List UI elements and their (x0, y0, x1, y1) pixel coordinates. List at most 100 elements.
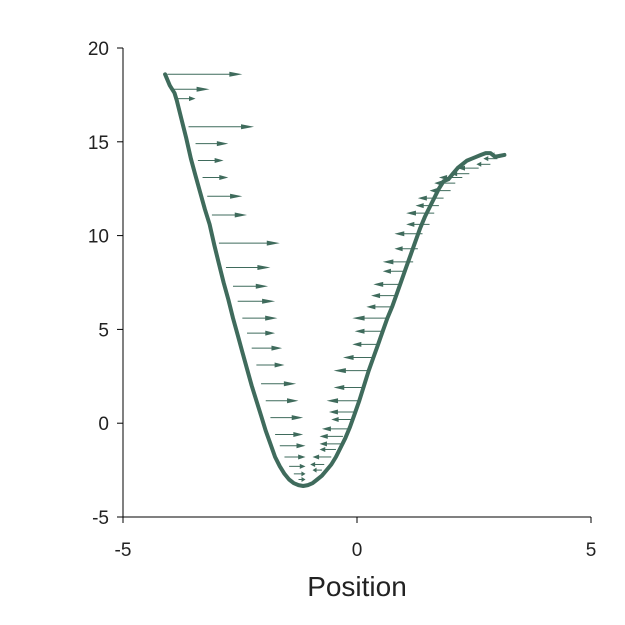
velocity-arrow (310, 461, 325, 467)
arrow-head (333, 385, 345, 391)
arrow-head (291, 415, 304, 421)
velocity-arrow (298, 476, 306, 482)
velocity-arrow (415, 203, 439, 209)
arrow-head (271, 345, 283, 351)
velocity-arrow (202, 174, 229, 180)
arrow-head (265, 315, 278, 321)
arrow-head (234, 212, 248, 218)
arrow-head (382, 259, 394, 265)
arrow-head (352, 341, 362, 347)
arrow-head (457, 165, 465, 171)
velocity-arrow (319, 446, 336, 452)
arrow-head (342, 355, 354, 361)
velocity-arrow (261, 381, 297, 387)
y-tick-label: 10 (88, 227, 109, 248)
arrow-head (255, 283, 269, 289)
velocity-arrow (225, 264, 271, 270)
velocity-arrow (188, 124, 255, 130)
velocity-arrow (293, 471, 306, 477)
arrow-head (354, 328, 365, 334)
velocity-arrow (211, 212, 248, 218)
velocity-arrow (265, 398, 299, 404)
velocity-arrow (284, 454, 306, 460)
arrow-head (321, 426, 331, 432)
arrow-head (219, 174, 229, 180)
y-tick-label: 0 (98, 414, 109, 435)
arrow-head (299, 463, 306, 469)
velocity-arrow (417, 195, 444, 201)
velocity-arrow (312, 467, 322, 473)
arrow-head (326, 398, 339, 404)
tick-layer: -5 0 5 -5 0 5 10 15 20 (88, 39, 596, 561)
arrow-head (283, 381, 297, 387)
arrow-head (287, 398, 299, 404)
arrow-head (373, 281, 384, 287)
velocity-arrow (373, 281, 402, 287)
arrow-head (371, 293, 381, 299)
arrow-head (333, 368, 346, 374)
velocity-arrow (256, 362, 285, 368)
arrow-head (476, 161, 482, 167)
curve-layer (163, 72, 507, 488)
velocity-arrow (342, 355, 374, 361)
velocity-arrow (328, 409, 355, 415)
velocity-arrow (319, 433, 343, 439)
arrow-head (230, 193, 243, 199)
arrow-head (216, 141, 229, 147)
velocity-arrow (242, 315, 278, 321)
arrow-head (406, 210, 416, 216)
arrow-head (319, 446, 326, 452)
arrow-head (241, 124, 255, 130)
arrow-head (366, 304, 376, 310)
arrow-head (298, 454, 306, 460)
velocity-arrow (371, 293, 397, 299)
arrow-head (214, 158, 224, 164)
x-axis-title: Position (307, 571, 407, 602)
velocity-arrow (172, 86, 210, 92)
arrow-head (257, 264, 271, 270)
velocity-arrow (331, 416, 353, 422)
arrow-head (265, 330, 276, 336)
velocity-arrow (319, 441, 341, 447)
arrow-head (274, 362, 285, 368)
y-tick-label: -5 (92, 508, 109, 529)
arrow-head (262, 298, 276, 304)
arrow-head (382, 268, 391, 274)
arrow-head (293, 431, 304, 437)
velocity-arrow (406, 221, 430, 227)
arrow-head (301, 476, 306, 482)
velocity-arrow (352, 341, 379, 347)
y-tick-label: 5 (98, 320, 109, 341)
arrow-layer (167, 71, 503, 482)
velocity-arrow (352, 315, 388, 321)
arrow-head (406, 221, 415, 227)
velocity-arrow (312, 454, 332, 460)
velocity-arrow (476, 161, 491, 167)
x-tick-label: -5 (115, 540, 132, 561)
arrow-head (319, 441, 327, 447)
velocity-arrow (270, 415, 304, 421)
arrow-head (483, 156, 489, 162)
trajectory-line (163, 72, 507, 488)
x-tick-label: 0 (352, 540, 363, 561)
velocity-arrow (279, 443, 306, 449)
arrow-head (319, 433, 328, 439)
arrow-head (301, 471, 306, 477)
arrow-head (415, 203, 424, 209)
arrow-head (229, 71, 243, 77)
velocity-arrow (333, 368, 369, 374)
arrow-head (394, 231, 405, 237)
arrow-head (196, 86, 210, 92)
arrow-head (188, 96, 196, 102)
arrow-head (328, 409, 338, 415)
arrow-head (331, 416, 339, 422)
velocity-arrow (321, 426, 348, 432)
arrow-head (296, 443, 306, 449)
velocity-arrow (251, 345, 283, 351)
velocity-arrow (326, 398, 360, 404)
velocity-arrow (247, 330, 276, 336)
velocity-arrow (218, 240, 280, 246)
arrow-head (417, 195, 427, 201)
arrow-head (429, 188, 437, 194)
